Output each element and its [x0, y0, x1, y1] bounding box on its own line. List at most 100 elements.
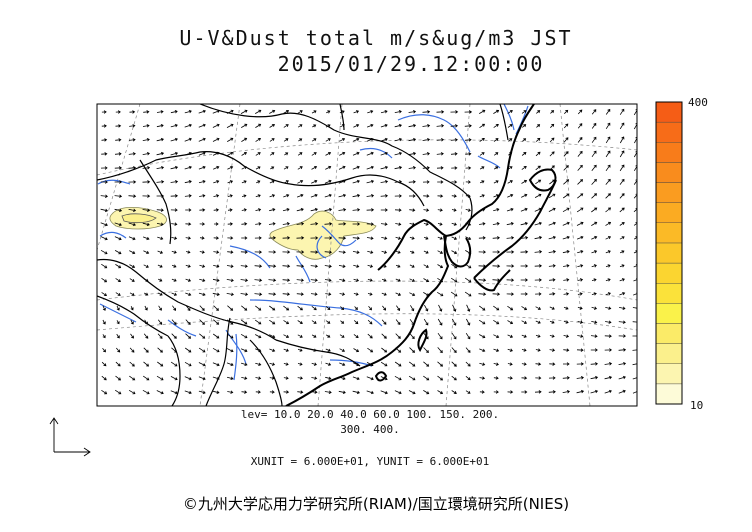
- wind-vector: [464, 291, 472, 297]
- wind-vector: [493, 138, 499, 142]
- wind-vector: [129, 347, 135, 353]
- wind-vector: [282, 236, 291, 240]
- wind-vector: [521, 110, 527, 114]
- wind-vector: [506, 292, 514, 296]
- wind-vector: [184, 390, 192, 395]
- wind-vector: [380, 361, 388, 367]
- colorbar-swatch: [655, 242, 683, 264]
- wind-vector: [269, 208, 276, 212]
- wind-vector: [240, 333, 248, 339]
- wind-vector: [535, 165, 541, 171]
- wind-vector: [605, 292, 611, 296]
- wind-vector: [605, 164, 611, 172]
- wind-vector: [157, 250, 164, 254]
- wind-vector: [549, 292, 556, 296]
- wind-vector: [172, 305, 176, 311]
- wind-vector: [297, 334, 303, 338]
- wind-vector: [408, 123, 417, 128]
- wind-vector: [241, 194, 247, 198]
- wind-vector: [381, 292, 387, 296]
- wind-vector: [268, 292, 277, 296]
- wind-vector: [548, 207, 556, 212]
- wind-vector: [576, 207, 584, 213]
- wind-vector: [632, 389, 637, 394]
- wind-vector: [269, 124, 275, 128]
- wind-vector: [507, 180, 513, 184]
- wind-vector: [171, 236, 178, 240]
- wind-vector: [366, 179, 375, 184]
- wind-vector: [563, 123, 569, 129]
- wind-vector: [464, 138, 472, 142]
- wind-vector: [184, 123, 192, 128]
- wind-vector: [422, 110, 431, 114]
- wind-vector: [520, 292, 528, 296]
- wind-vector: [395, 222, 402, 226]
- wind-vector: [618, 320, 626, 324]
- wind-vector: [436, 166, 444, 170]
- wind-vector: [466, 304, 471, 312]
- wind-vector: [310, 292, 318, 296]
- wind-vector: [254, 292, 263, 296]
- wind-vector: [563, 264, 570, 268]
- wind-vector: [366, 222, 374, 226]
- wind-vector: [534, 207, 542, 212]
- wind-vector: [198, 165, 206, 170]
- wind-vector: [563, 137, 569, 143]
- wind-vector: [577, 320, 584, 324]
- wind-vector: [619, 150, 625, 158]
- wind-vector: [227, 236, 234, 240]
- wind-vector: [171, 292, 178, 296]
- wind-vector: [409, 333, 415, 340]
- wind-vector: [227, 180, 234, 184]
- wind-vector: [326, 110, 331, 114]
- wind-vector: [522, 138, 527, 142]
- wind-vector: [116, 320, 120, 325]
- wind-vector: [311, 390, 318, 394]
- wind-vector: [101, 152, 108, 156]
- wind-vector: [549, 278, 556, 282]
- wind-vector: [184, 194, 192, 198]
- wind-vector: [170, 110, 178, 114]
- wind-vector: [465, 250, 472, 255]
- wind-vector: [199, 333, 206, 339]
- wind-vector: [128, 138, 136, 142]
- wind-vector: [536, 110, 541, 114]
- wind-vector: [100, 208, 109, 213]
- colorbar-swatch: [655, 383, 683, 405]
- wind-vector: [605, 250, 611, 254]
- wind-vector: [353, 362, 360, 367]
- wind-vector: [156, 194, 165, 198]
- wind-vector: [353, 278, 360, 282]
- wind-vector: [534, 278, 542, 282]
- wind-vector: [143, 264, 149, 268]
- wind-vector: [564, 109, 569, 114]
- wind-vector: [283, 390, 290, 394]
- wind-vector: [325, 165, 332, 170]
- wind-vector: [534, 193, 542, 198]
- wind-vector: [269, 319, 276, 325]
- wind-vector: [422, 180, 430, 184]
- wind-vector: [311, 320, 317, 324]
- contour-levels-line1: lev= 10.0 20.0 40.0 60.0 100. 150. 200.: [240, 408, 500, 421]
- wind-vector: [591, 221, 598, 226]
- wind-vector: [311, 376, 318, 380]
- wind-vector: [199, 236, 205, 240]
- wind-vector: [437, 208, 443, 212]
- wind-vector: [618, 334, 626, 338]
- wind-vector: [156, 166, 165, 170]
- wind-vector: [604, 375, 613, 380]
- wind-vector: [198, 109, 206, 114]
- wind-vector: [366, 362, 374, 367]
- wind-vector: [549, 151, 555, 157]
- wind-vector: [507, 362, 513, 366]
- wind-vector: [577, 164, 583, 171]
- wind-vector: [226, 362, 234, 367]
- wind-vector: [156, 137, 164, 142]
- wind-vector: [633, 193, 637, 199]
- wind-vector: [310, 264, 318, 268]
- wind-vector: [381, 250, 388, 254]
- colorbar-swatch: [655, 121, 683, 143]
- wind-vector: [507, 390, 514, 394]
- wind-vector: [142, 138, 150, 142]
